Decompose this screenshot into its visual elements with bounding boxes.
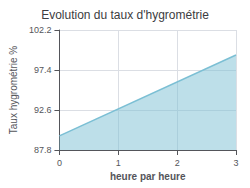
svg-text:97.4: 97.4 [34,65,52,75]
svg-text:heure par heure: heure par heure [110,171,186,182]
svg-text:92.6: 92.6 [34,105,52,115]
svg-text:87.8: 87.8 [34,145,52,155]
svg-text:0: 0 [57,158,62,168]
svg-text:102.2: 102.2 [29,25,52,35]
svg-text:1: 1 [116,158,121,168]
svg-text:3: 3 [233,158,238,168]
svg-text:2: 2 [175,158,180,168]
svg-text:Taux hygrométrie %: Taux hygrométrie % [8,46,19,134]
svg-text:Evolution du taux d'hygrométri: Evolution du taux d'hygrométrie [41,8,209,22]
